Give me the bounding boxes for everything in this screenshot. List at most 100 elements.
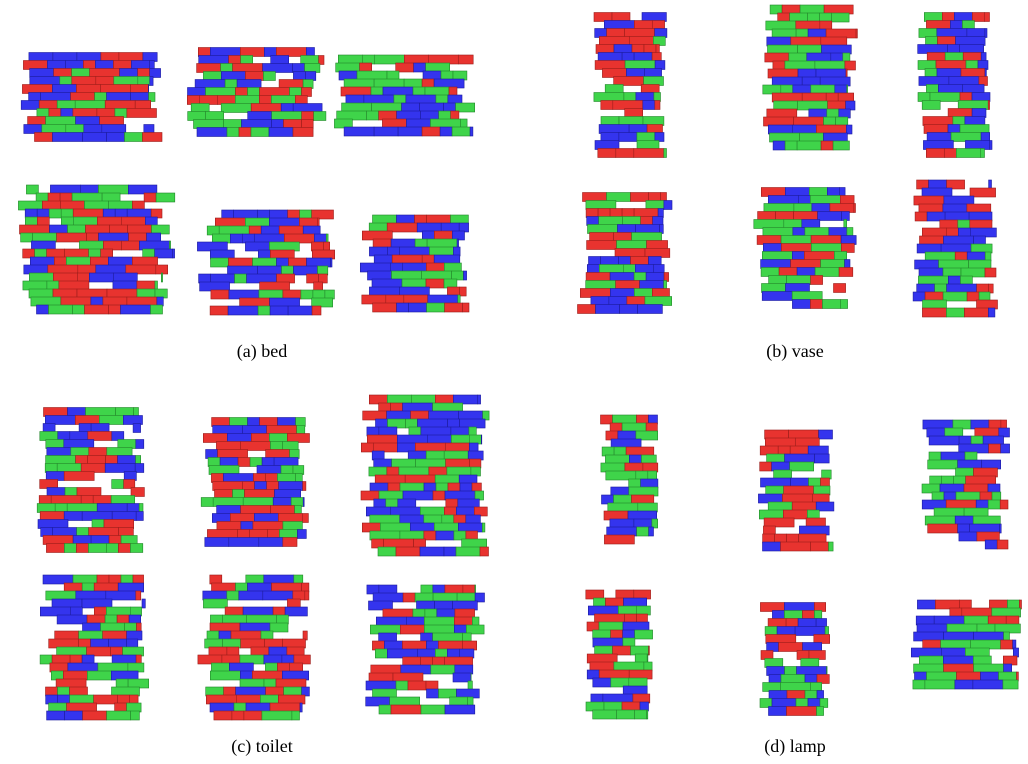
brick bbox=[265, 639, 283, 648]
brick bbox=[953, 117, 965, 126]
brick bbox=[422, 127, 440, 136]
brick bbox=[814, 486, 830, 495]
brick bbox=[914, 196, 944, 205]
brick bbox=[38, 520, 68, 529]
brick bbox=[92, 520, 104, 529]
brick bbox=[846, 69, 847, 78]
brick bbox=[229, 663, 253, 672]
brick bbox=[969, 212, 992, 221]
brick bbox=[942, 476, 954, 485]
brick bbox=[763, 228, 793, 237]
brick bbox=[798, 69, 816, 78]
brick bbox=[811, 276, 823, 285]
brick bbox=[240, 655, 264, 664]
brick bbox=[448, 419, 460, 428]
brick bbox=[43, 424, 55, 433]
brick bbox=[638, 305, 663, 314]
brick bbox=[197, 64, 221, 73]
brick bbox=[827, 188, 839, 197]
brick bbox=[609, 297, 627, 306]
brick bbox=[808, 13, 820, 22]
brick bbox=[985, 268, 996, 277]
brick bbox=[306, 48, 314, 57]
brick bbox=[272, 112, 302, 121]
brick bbox=[211, 258, 229, 267]
brick bbox=[772, 462, 790, 471]
brick bbox=[342, 103, 372, 112]
brick bbox=[60, 77, 72, 86]
brick bbox=[445, 491, 475, 500]
brick bbox=[587, 217, 599, 226]
brick bbox=[211, 290, 229, 299]
brick bbox=[270, 442, 282, 451]
brick bbox=[782, 5, 800, 14]
brick bbox=[803, 643, 822, 652]
brick bbox=[398, 127, 422, 136]
brick bbox=[927, 428, 945, 437]
brick bbox=[64, 583, 82, 592]
brick bbox=[814, 635, 830, 644]
brick bbox=[944, 196, 974, 205]
brick bbox=[210, 671, 240, 680]
brick bbox=[923, 117, 953, 126]
brick bbox=[454, 617, 472, 626]
lego-model bbox=[366, 585, 485, 714]
brick bbox=[45, 464, 57, 473]
brick bbox=[625, 29, 655, 38]
brick bbox=[958, 220, 970, 229]
brick bbox=[980, 492, 992, 501]
brick bbox=[586, 201, 616, 210]
brick bbox=[47, 448, 71, 457]
brick bbox=[106, 591, 136, 600]
brick bbox=[631, 646, 649, 655]
brick bbox=[143, 133, 163, 142]
brick bbox=[428, 55, 458, 64]
brick bbox=[413, 87, 425, 96]
brick bbox=[769, 675, 781, 684]
brick bbox=[70, 687, 88, 696]
brick bbox=[235, 274, 247, 283]
brick bbox=[818, 212, 842, 221]
brick bbox=[623, 622, 649, 631]
brick bbox=[66, 125, 84, 134]
brick bbox=[958, 460, 982, 469]
brick bbox=[379, 403, 391, 412]
brick bbox=[1013, 640, 1016, 649]
brick bbox=[604, 702, 622, 711]
brick bbox=[285, 607, 307, 616]
brick bbox=[951, 133, 981, 142]
brick bbox=[766, 486, 784, 495]
brick bbox=[463, 633, 472, 642]
brick bbox=[213, 482, 243, 491]
brick bbox=[72, 193, 102, 202]
brick bbox=[1003, 680, 1018, 689]
brick bbox=[919, 656, 943, 665]
brick bbox=[787, 691, 805, 700]
brick bbox=[269, 128, 293, 137]
brick bbox=[580, 289, 610, 298]
brick bbox=[763, 85, 781, 94]
brick bbox=[124, 480, 135, 489]
brick bbox=[39, 496, 51, 505]
brick bbox=[424, 617, 454, 626]
brick bbox=[447, 467, 471, 476]
brick bbox=[796, 699, 808, 708]
brick bbox=[812, 494, 829, 503]
brick bbox=[397, 111, 421, 120]
brick bbox=[594, 13, 612, 22]
brick bbox=[610, 289, 634, 298]
brick bbox=[917, 624, 947, 633]
brick bbox=[270, 703, 300, 712]
brick bbox=[452, 271, 464, 280]
brick bbox=[784, 611, 802, 620]
brick bbox=[802, 77, 820, 86]
brick bbox=[915, 212, 927, 221]
brick bbox=[128, 225, 152, 234]
brick bbox=[100, 117, 124, 126]
brick bbox=[829, 542, 834, 551]
brick bbox=[611, 678, 629, 687]
brick bbox=[47, 488, 65, 497]
brick bbox=[772, 93, 802, 102]
brick bbox=[989, 284, 994, 293]
brick bbox=[427, 215, 451, 224]
